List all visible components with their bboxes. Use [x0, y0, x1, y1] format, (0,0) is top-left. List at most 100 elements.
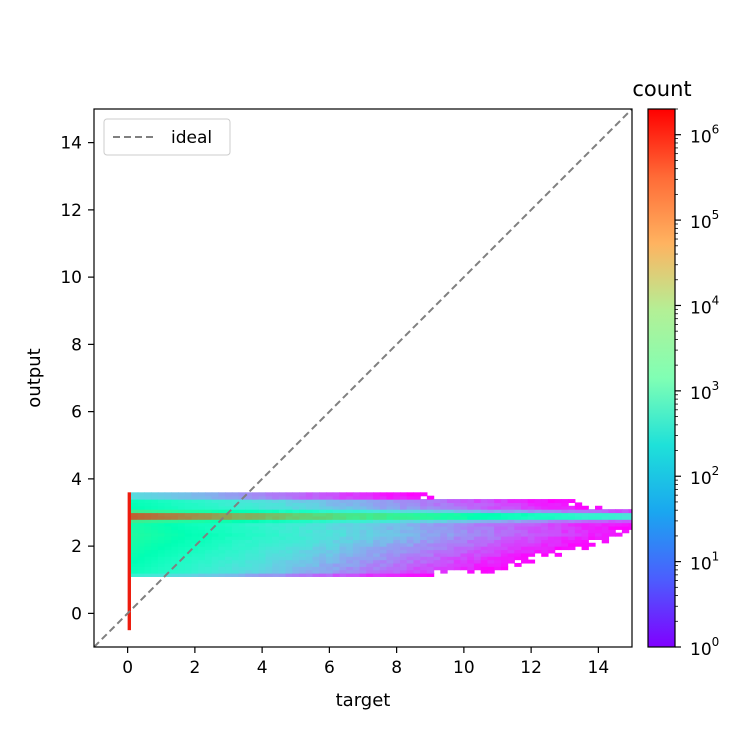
heatmap-cell — [272, 536, 280, 540]
heatmap-cell — [211, 512, 220, 517]
heatmap-cell — [453, 499, 462, 504]
heatmap-cell — [238, 562, 246, 567]
colorbar-tick-label: 106 — [690, 123, 719, 148]
heatmap-cell — [494, 556, 502, 561]
heatmap-cell — [494, 499, 502, 504]
heatmap-cell — [198, 522, 206, 527]
ideal-line — [94, 109, 632, 647]
heatmap-cell — [312, 499, 320, 504]
colorbar-tick-label: 104 — [690, 293, 719, 318]
heatmap-cell — [500, 552, 509, 557]
heatmap-cell — [198, 509, 206, 514]
heatmap-cell — [157, 556, 166, 561]
heatmap-cell — [305, 515, 314, 520]
heatmap-cell — [541, 515, 549, 520]
heatmap-cell — [359, 546, 367, 551]
heatmap-cell — [554, 502, 562, 507]
heatmap-cell — [218, 556, 226, 561]
heatmap-cell — [245, 552, 253, 557]
heatmap-cell — [447, 556, 455, 561]
heatmap-cell — [144, 529, 152, 534]
heatmap-cell — [568, 539, 576, 544]
heatmap-cell — [319, 499, 327, 504]
heatmap-cell — [352, 495, 361, 500]
heatmap-cell — [487, 532, 495, 537]
heatmap-cell — [608, 532, 616, 537]
heatmap-cell — [521, 532, 529, 537]
heatmap-cell — [507, 505, 515, 510]
heatmap-cell — [299, 525, 307, 530]
heatmap-cell — [319, 515, 327, 520]
heatmap-cell — [319, 505, 327, 510]
heatmap-cell — [178, 549, 186, 554]
heatmap-cell — [473, 509, 482, 514]
heatmap-cell — [299, 529, 307, 534]
heatmap-cell — [574, 522, 583, 527]
heatmap-cell — [184, 505, 193, 510]
heatmap-cell — [265, 515, 273, 520]
heatmap-cell — [339, 522, 347, 527]
heatmap-cell — [487, 549, 495, 554]
heatmap-cell — [238, 522, 246, 527]
heatmap-cell — [480, 525, 489, 530]
heatmap-cell — [440, 569, 448, 574]
heatmap-cell — [285, 542, 293, 547]
heatmap-cell — [494, 566, 502, 571]
heatmap-cell — [191, 559, 199, 564]
heatmap-cell — [608, 519, 616, 524]
colorbar-tick-label: 101 — [690, 550, 719, 575]
heatmap-cell — [440, 566, 448, 571]
heatmap-cell — [178, 492, 186, 497]
heatmap-cell — [420, 552, 428, 557]
heatmap-cell — [130, 525, 139, 530]
heatmap-cell — [554, 539, 562, 544]
heatmap-cell — [379, 536, 388, 540]
heatmap-cell — [326, 495, 334, 500]
heatmap-cell — [130, 549, 139, 554]
heatmap-cell — [231, 522, 240, 527]
heatmap-cell — [258, 566, 267, 571]
heatmap-cell — [178, 495, 186, 500]
zero-target-column — [127, 492, 131, 631]
heatmap-cell — [406, 552, 415, 557]
heatmap-cell — [191, 532, 199, 537]
heatmap-cell — [178, 515, 186, 520]
heatmap-cell — [534, 515, 542, 520]
heatmap-cell — [191, 566, 199, 571]
heatmap-cell — [393, 505, 401, 510]
heatmap-cell — [339, 525, 347, 530]
heatmap-cell — [191, 552, 199, 557]
heatmap-cell — [487, 515, 495, 520]
heatmap-cell — [359, 573, 367, 577]
heatmap-cell — [292, 573, 300, 577]
heatmap-cell — [514, 529, 522, 534]
heatmap-cell — [272, 573, 280, 577]
heatmap-cell — [373, 509, 381, 514]
heatmap-cell — [198, 502, 206, 507]
heatmap-cell — [379, 529, 388, 534]
heatmap-cell — [272, 529, 280, 534]
heatmap-cell — [292, 536, 300, 540]
heatmap-cell — [507, 529, 515, 534]
heatmap-cell — [547, 499, 556, 504]
heatmap-cell — [527, 515, 536, 520]
heatmap-cell — [299, 573, 307, 577]
heatmap-cell — [238, 499, 246, 504]
heatmap-cell — [285, 536, 293, 540]
heatmap-cell — [265, 546, 273, 551]
heatmap-cell — [373, 536, 381, 540]
heatmap-cell — [541, 522, 549, 527]
heatmap-cell — [393, 529, 401, 534]
heatmap-cell — [413, 495, 421, 500]
heatmap-cell — [272, 552, 280, 557]
heatmap-cell — [346, 525, 354, 530]
heatmap-cell — [326, 556, 334, 561]
heatmap-cell — [299, 509, 307, 514]
heatmap-cell — [225, 546, 233, 551]
heatmap-cell — [420, 505, 428, 510]
heatmap-cell — [588, 519, 596, 524]
heatmap-cell — [292, 539, 300, 544]
heatmap-cell — [447, 515, 455, 520]
heatmap-cell — [487, 562, 495, 567]
